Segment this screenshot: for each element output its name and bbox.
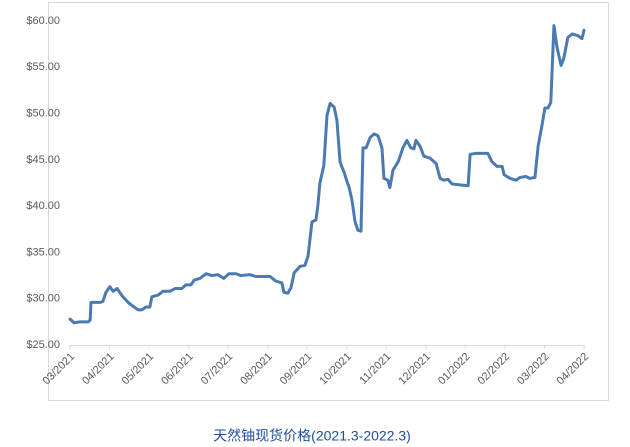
y-tick-label: $55.00 [26, 61, 60, 73]
y-tick-label: $35.00 [26, 246, 60, 258]
y-tick-label: $30.00 [26, 293, 60, 305]
y-tick-label: $25.00 [26, 339, 60, 351]
chart-title: 天然铀现货价格(2021.3-2022.3) [213, 428, 411, 444]
y-tick-label: $50.00 [26, 107, 60, 119]
chart-frame [48, 2, 609, 401]
y-tick-label: $60.00 [26, 15, 60, 27]
price-line [68, 24, 586, 325]
y-tick-label: $45.00 [26, 154, 60, 166]
y-tick-label: $40.00 [26, 200, 60, 212]
